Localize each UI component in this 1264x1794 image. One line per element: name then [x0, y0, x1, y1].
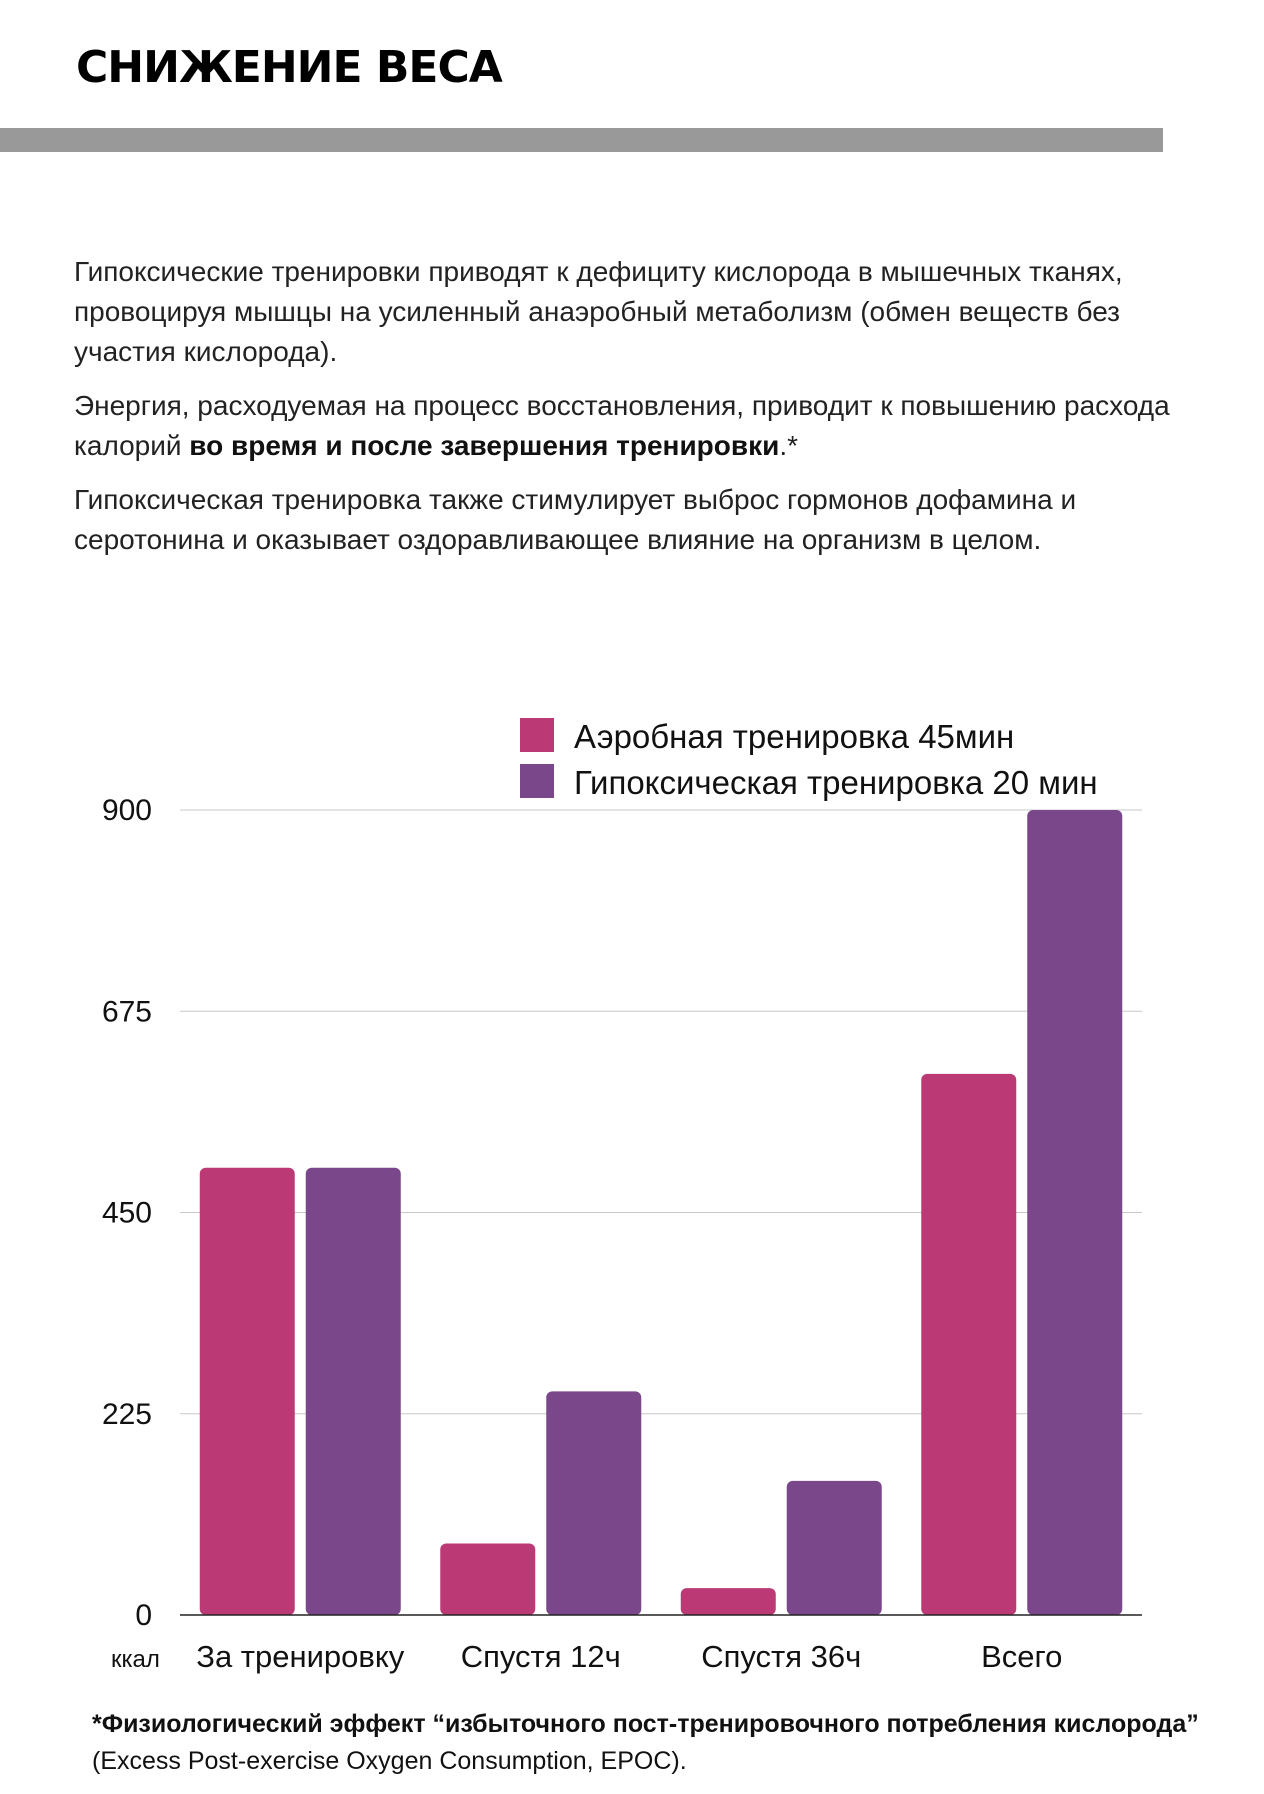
bar-hypoxic: [786, 1480, 882, 1615]
intro-paragraph-2-start: Энергия, расходуемая на процесс восстано…: [74, 390, 1170, 461]
intro-paragraph-2: Энергия, расходуемая на процесс восстано…: [74, 386, 1204, 466]
bar-hypoxic: [546, 1391, 642, 1615]
page-title: СНИЖЕНИЕ ВЕСА: [76, 42, 503, 93]
bar-hypoxic: [1027, 810, 1123, 1615]
x-tick-label: Спустя 12ч: [461, 1639, 621, 1674]
bar-aerobic: [440, 1543, 536, 1615]
x-tick-label: Спустя 36ч: [701, 1639, 861, 1674]
legend-swatch: [520, 764, 554, 798]
calorie-bar-chart: 0 225 450 675 900 ккал За тренировку Спустя 12ч…: [102, 718, 1142, 1674]
x-tick-label: Всего: [981, 1639, 1062, 1674]
intro-text: Гипоксические тренировки приводят к дефи…: [74, 252, 1204, 574]
legend-swatch: [520, 718, 554, 752]
footnote-normal: (Excess Post-exercise Oxygen Consumption…: [92, 1747, 687, 1775]
bar-aerobic: [680, 1588, 776, 1615]
y-tick-label: 0: [135, 1599, 152, 1632]
x-tick-label: За тренировку: [196, 1639, 405, 1674]
legend-label: Гипоксическая тренировка 20 мин: [574, 764, 1098, 801]
bar-hypoxic: [305, 1167, 401, 1615]
label-layer: 0 225 450 675 900 ккал За тренировку Спустя 12ч…: [102, 794, 1062, 1674]
intro-paragraph-2-bold: во время и после завершения тренировки: [189, 430, 780, 461]
footnote-bold: *Физиологический эффект “избыточного пос…: [92, 1710, 1199, 1738]
y-axis-unit-label: ккал: [111, 1646, 160, 1673]
bar-layer: [199, 810, 1123, 1615]
intro-paragraph-3: Гипоксическая тренировка также стимулиру…: [74, 484, 1077, 555]
title-divider: [0, 128, 1163, 152]
y-tick-label: 450: [102, 1197, 152, 1230]
bar-aerobic: [199, 1167, 295, 1615]
bar-aerobic: [921, 1073, 1017, 1615]
intro-paragraph-1: Гипоксические тренировки приводят к дефи…: [74, 256, 1123, 367]
y-tick-label: 675: [102, 995, 152, 1028]
chart-legend: Аэробная тренировка 45мин Гипоксическая т…: [520, 718, 1098, 801]
y-tick-label: 225: [102, 1398, 152, 1431]
y-tick-label: 900: [102, 794, 152, 827]
legend-label: Аэробная тренировка 45мин: [574, 718, 1014, 755]
footnote: *Физиологический эффект “избыточного пос…: [92, 1706, 1212, 1780]
intro-paragraph-2-end: .*: [779, 430, 798, 461]
